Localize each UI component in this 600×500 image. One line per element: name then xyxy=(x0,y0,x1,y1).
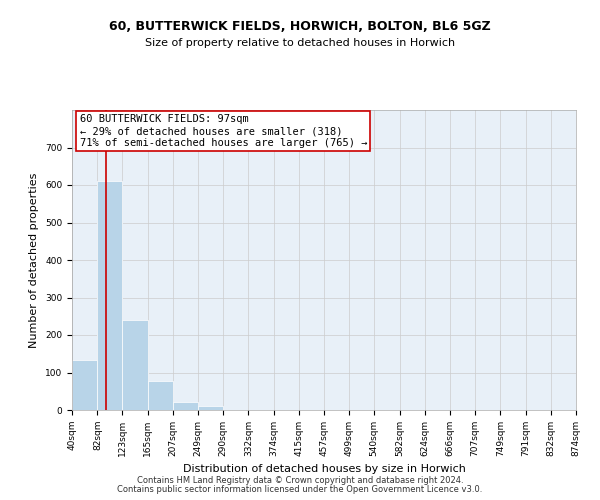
Bar xyxy=(72,360,97,410)
Text: Size of property relative to detached houses in Horwich: Size of property relative to detached ho… xyxy=(145,38,455,48)
Text: 60 BUTTERWICK FIELDS: 97sqm
← 29% of detached houses are smaller (318)
71% of se: 60 BUTTERWICK FIELDS: 97sqm ← 29% of det… xyxy=(80,114,367,148)
Bar xyxy=(97,181,122,410)
Bar xyxy=(148,381,173,410)
Text: Contains public sector information licensed under the Open Government Licence v3: Contains public sector information licen… xyxy=(118,485,482,494)
Text: 60, BUTTERWICK FIELDS, HORWICH, BOLTON, BL6 5GZ: 60, BUTTERWICK FIELDS, HORWICH, BOLTON, … xyxy=(109,20,491,33)
Y-axis label: Number of detached properties: Number of detached properties xyxy=(29,172,40,348)
Bar xyxy=(173,402,199,410)
X-axis label: Distribution of detached houses by size in Horwich: Distribution of detached houses by size … xyxy=(182,464,466,474)
Bar xyxy=(122,320,148,410)
Bar xyxy=(199,406,223,410)
Text: Contains HM Land Registry data © Crown copyright and database right 2024.: Contains HM Land Registry data © Crown c… xyxy=(137,476,463,485)
